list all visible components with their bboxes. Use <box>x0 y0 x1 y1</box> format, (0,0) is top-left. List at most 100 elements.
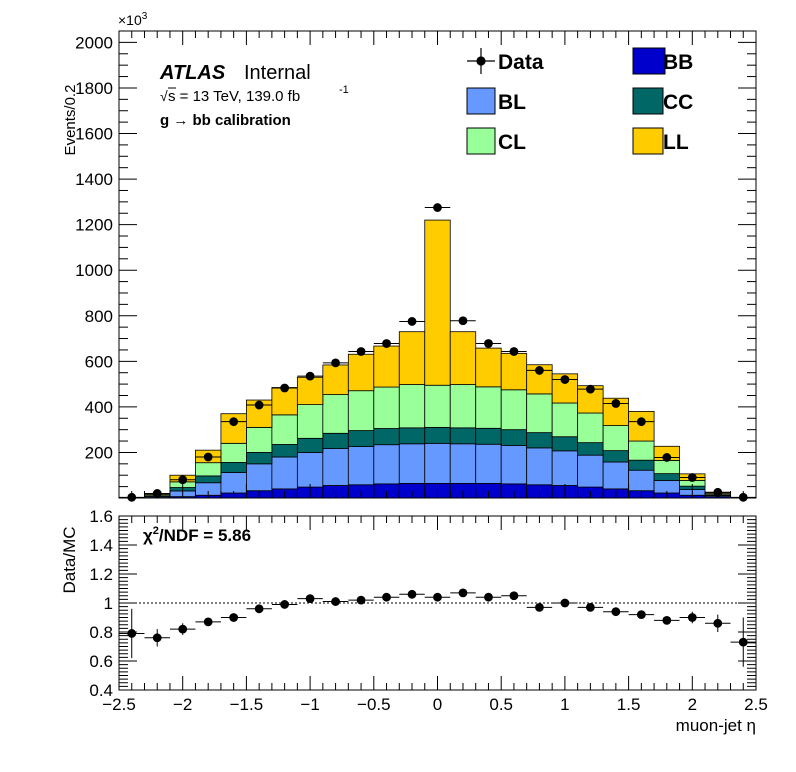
bar-cc <box>602 450 629 463</box>
bar-cl <box>424 384 451 428</box>
ratio-panel: 0.4 0.6 0.8 1 1.2 1.4 1.6 −2.5 −2 −1.5 −1 −0.5 0 0.5… <box>60 507 768 735</box>
y-tick-label: 1.6 <box>89 507 113 526</box>
main-panel: 200 400 600 800 1000 1200 1400 1600 1800 2000 ×10… <box>62 11 757 502</box>
ratio-point <box>654 616 680 625</box>
bar-cl <box>271 414 298 445</box>
data-point <box>373 339 400 348</box>
bar-cl <box>577 412 604 444</box>
data-point <box>169 475 196 485</box>
bar-ll <box>296 376 324 406</box>
ratio-point <box>348 595 374 605</box>
ratio-x-ticks: −2.5 −2 −1.5 −1 −0.5 0 0.5 1 1.5 2 2.5 <box>102 516 768 714</box>
x-tick-label: 2.5 <box>744 695 768 714</box>
y-tick-label: 0.6 <box>89 652 113 671</box>
ratio-point <box>526 602 553 612</box>
ratio-point <box>220 613 247 622</box>
y-exponent: ×103 <box>118 11 148 28</box>
ratio-point <box>195 617 221 627</box>
bar-bl <box>271 456 298 490</box>
bar-ll <box>373 345 400 388</box>
ratio-point <box>552 598 578 608</box>
data-point <box>475 339 502 348</box>
y-tick-label: 1200 <box>75 216 113 235</box>
bar-bl <box>347 446 375 486</box>
bar-bl <box>322 448 349 486</box>
bar-cl <box>500 389 528 431</box>
ratio-point <box>628 610 655 619</box>
bar-cc <box>245 452 273 465</box>
x-axis-label: muon-jet η <box>676 716 756 735</box>
ratio-point <box>297 594 323 604</box>
data-point <box>399 317 425 326</box>
energy-lumi-label: √ s = 13 TeV, 139.0 fb -1 <box>160 84 349 105</box>
bar-ll <box>449 331 477 385</box>
legend-bb-label: BB <box>663 51 693 74</box>
legend-cc: CC <box>632 87 693 115</box>
data-point <box>297 371 323 381</box>
bar-cc <box>373 428 400 446</box>
x-tick-label: 0.5 <box>489 695 513 714</box>
bar-bl <box>449 443 477 484</box>
bar-cl <box>347 390 375 431</box>
y-tick-label: 1 <box>104 594 113 613</box>
ratio-point <box>169 623 196 635</box>
bar-cl <box>373 386 400 429</box>
x-tick-label: −1 <box>300 695 319 714</box>
bar-cc <box>551 436 579 452</box>
data-point <box>628 417 655 427</box>
bar-bl <box>245 463 273 492</box>
x-tick-label: 2 <box>688 695 697 714</box>
ratio-point <box>322 597 349 606</box>
data-point <box>679 473 706 482</box>
y-tick-label: 2000 <box>75 33 113 52</box>
y-tick-label: 400 <box>85 398 113 417</box>
ratio-point <box>144 629 170 647</box>
x-tick-label: −2.5 <box>102 695 136 714</box>
energy-lumi-text: s = 13 TeV, 139.0 fb <box>168 88 300 105</box>
bar-cc <box>526 432 553 449</box>
bar-cl <box>195 462 222 477</box>
ratio-point <box>246 604 272 614</box>
ratio-point <box>119 608 145 659</box>
main-y-ticks: 200 400 600 800 1000 1200 1400 1600 1800 2000 <box>75 30 756 488</box>
bar-cc <box>296 437 324 453</box>
data-point <box>246 400 272 410</box>
y-tick-label: 0.8 <box>89 623 113 642</box>
bar-cc <box>653 473 680 481</box>
bar-bl <box>475 443 502 484</box>
ratio-point <box>501 591 527 601</box>
x-tick-label: 1 <box>560 695 569 714</box>
data-points <box>119 203 756 502</box>
legend-cl: CL <box>466 127 526 155</box>
ratio-point <box>271 600 298 609</box>
legend-bl-label: BL <box>498 91 526 114</box>
x-tick-label: 1.5 <box>617 695 641 714</box>
data-point <box>322 358 349 368</box>
data-point <box>577 384 604 394</box>
bar-cl <box>526 393 553 434</box>
bar-bl <box>526 447 553 486</box>
ratio-y-axis-label: Data/MC <box>60 526 79 593</box>
x-tick-label: −2 <box>173 695 192 714</box>
ratio-point <box>450 588 476 598</box>
bar-cl <box>628 440 655 461</box>
ratio-points <box>119 588 756 667</box>
bar-bl <box>398 443 426 484</box>
legend-data: Data <box>467 48 544 74</box>
main-x-ticks <box>118 31 757 498</box>
y-tick-label: 1.4 <box>89 536 113 555</box>
bar-ll <box>500 352 528 391</box>
data-point <box>501 347 527 356</box>
bar-ll <box>220 413 247 444</box>
ratio-y-ticks: 0.4 0.6 0.8 1 1.2 1.4 1.6 <box>89 507 756 700</box>
bar-cc <box>449 427 477 445</box>
ratio-point <box>577 602 604 612</box>
ratio-point <box>373 592 400 602</box>
legend-cl-label: CL <box>498 131 526 154</box>
x-tick-label: 0 <box>433 695 442 714</box>
legend-ll: LL <box>632 127 689 155</box>
y-tick-label: 0.4 <box>89 681 113 700</box>
bar-cc <box>577 442 604 456</box>
ratio-point <box>730 617 756 667</box>
